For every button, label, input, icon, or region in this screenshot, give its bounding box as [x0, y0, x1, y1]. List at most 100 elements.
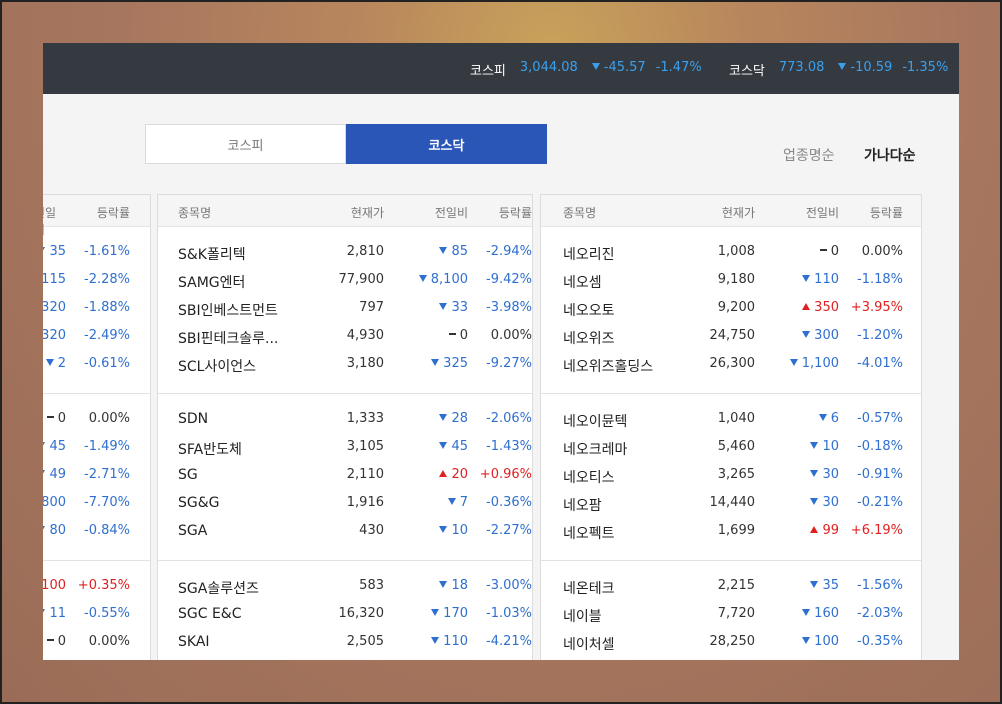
change-cell: 6: [818, 411, 839, 426]
table-row[interactable]: SFA반도체 3,105 45 -1.43%: [158, 433, 532, 461]
table-row[interactable]: SAMG엔터 77,900 8,100 -9.42%: [158, 266, 532, 294]
table-row[interactable]: 2 -0.61%: [43, 350, 150, 378]
stock-rate: 0.00%: [88, 411, 130, 426]
table-row[interactable]: 1,800 -7.70%: [43, 489, 150, 517]
table-row[interactable]: 45 -1.49%: [43, 433, 150, 461]
change-cell: 170: [431, 606, 468, 621]
table-row[interactable]: 100 +0.35%: [43, 572, 150, 600]
table-row[interactable]: SBI핀테크솔루... 4,930 0 0.00%: [158, 322, 532, 350]
table-row[interactable]: 네온테크 2,215 35 -1.56%: [541, 572, 921, 600]
stock-price: 7,720: [717, 606, 755, 621]
table-row[interactable]: 네오셈 9,180 110 -1.18%: [541, 266, 921, 294]
down-arrow-icon: [43, 470, 46, 477]
table-row[interactable]: 0 0.00%: [43, 628, 150, 656]
table-row[interactable]: 320 -2.49%: [43, 322, 150, 350]
stock-name[interactable]: S&K폴리텍: [178, 247, 246, 263]
index-change-value: -10.59: [850, 60, 893, 75]
stock-name[interactable]: SGA솔루션즈: [178, 581, 259, 597]
stock-name[interactable]: SGC E&C: [178, 606, 242, 622]
change-value: 30: [822, 495, 839, 510]
change-cell: 28: [439, 411, 468, 426]
stock-rate: -7.70%: [84, 495, 130, 510]
stock-name[interactable]: 네오펙트: [563, 526, 615, 542]
table-row[interactable]: 네오리진 1,008 0 0.00%: [541, 238, 921, 266]
table-row[interactable]: 11 -0.55%: [43, 600, 150, 628]
stock-name[interactable]: 네온테크: [563, 581, 615, 597]
stock-rate: -1.43%: [486, 439, 532, 454]
table-row[interactable]: SG&G 1,916 7 -0.36%: [158, 489, 532, 517]
table-row[interactable]: 네이블 7,720 160 -2.03%: [541, 600, 921, 628]
table-row[interactable]: 네오이뮨텍 1,040 6 -0.57%: [541, 405, 921, 433]
table-row[interactable]: 320 -1.88%: [43, 294, 150, 322]
table-row[interactable]: 80 -0.84%: [43, 517, 150, 545]
table-row[interactable]: 115 -2.28%: [43, 266, 150, 294]
table-row[interactable]: SKAI 2,505 110 -4.21%: [158, 628, 532, 656]
change-value: 35: [49, 244, 66, 259]
stock-name[interactable]: SAMG엔터: [178, 275, 246, 291]
table-row[interactable]: SBI인베스트먼트 797 33 -3.98%: [158, 294, 532, 322]
tab-kospi[interactable]: 코스피: [145, 124, 346, 164]
table-row[interactable]: SGC E&C 16,320 170 -1.03%: [158, 600, 532, 628]
tab-kosdaq[interactable]: 코스닥: [346, 124, 547, 164]
table-row[interactable]: 네오티스 3,265 30 -0.91%: [541, 461, 921, 489]
stock-name[interactable]: SGA: [178, 523, 208, 539]
table-row[interactable]: 네오펙트 1,699 99 +6.19%: [541, 517, 921, 545]
table-row[interactable]: SDN 1,333 28 -2.06%: [158, 405, 532, 433]
down-arrow-icon: [431, 359, 440, 366]
change-cell: 99: [810, 523, 839, 538]
stock-name[interactable]: 네오이뮨텍: [563, 414, 628, 430]
stock-name[interactable]: SG: [178, 467, 198, 483]
table-row[interactable]: 네오위즈 24,750 300 -1.20%: [541, 322, 921, 350]
stock-name[interactable]: SBI핀테크솔루...: [178, 331, 279, 347]
table-row[interactable]: SGA 430 10 -2.27%: [158, 517, 532, 545]
stock-name[interactable]: SDN: [178, 411, 209, 427]
stock-name[interactable]: SBI인베스트먼트: [178, 303, 278, 319]
stock-name[interactable]: 네오티스: [563, 470, 615, 486]
stock-name[interactable]: SFA반도체: [178, 442, 242, 458]
table-row[interactable]: 35 -1.61%: [43, 238, 150, 266]
stock-rate: -3.98%: [486, 300, 532, 315]
table-row[interactable]: S&K폴리텍 2,810 85 -2.94%: [158, 238, 532, 266]
stock-name[interactable]: 네오오토: [563, 303, 615, 319]
table-row[interactable]: 0 0.00%: [43, 405, 150, 433]
kospi-index[interactable]: 코스피 3,044.08 -45.57 -1.47%: [470, 60, 702, 79]
stock-name[interactable]: 네오팜: [563, 498, 602, 514]
stock-rate: -2.03%: [857, 606, 903, 621]
stock-name[interactable]: 네오크레마: [563, 442, 628, 458]
stock-name[interactable]: 네오위즈홀딩스: [563, 359, 654, 375]
change-cell: 30: [810, 467, 839, 482]
sort-by-alpha[interactable]: 가나다순: [864, 148, 916, 164]
down-arrow-icon: [810, 498, 819, 505]
stock-name[interactable]: 네이블: [563, 609, 602, 625]
stock-name[interactable]: 네오셈: [563, 275, 602, 291]
down-arrow-icon: [439, 526, 448, 533]
table-row[interactable]: SGA솔루션즈 583 18 -3.00%: [158, 572, 532, 600]
table-row[interactable]: SG 2,110 20 +0.96%: [158, 461, 532, 489]
stock-name[interactable]: SCL사이언스: [178, 359, 256, 375]
kosdaq-index[interactable]: 코스닥 773.08 -10.59 -1.35%: [729, 60, 948, 79]
stock-price: 3,105: [346, 439, 384, 454]
table-row[interactable]: 네오팜 14,440 30 -0.21%: [541, 489, 921, 517]
flat-dash-icon: [448, 333, 456, 335]
table-row[interactable]: 네오위즈홀딩스 26,300 1,100 -4.01%: [541, 350, 921, 378]
table-row[interactable]: 네오오토 9,200 350 +3.95%: [541, 294, 921, 322]
stock-rate: -1.18%: [857, 272, 903, 287]
table-row[interactable]: 네오크레마 5,460 10 -0.18%: [541, 433, 921, 461]
table-row[interactable]: SCL사이언스 3,180 325 -9.27%: [158, 350, 532, 378]
row-group: 100 +0.35% 11 -0.55% 0 0.00%: [43, 561, 150, 660]
stock-price: 583: [359, 578, 384, 593]
stock-name[interactable]: SKAI: [178, 634, 210, 650]
stock-name[interactable]: SG&G: [178, 495, 220, 511]
stock-name[interactable]: 네오리진: [563, 247, 615, 263]
stock-name[interactable]: 네오위즈: [563, 331, 615, 347]
change-value: 30: [822, 467, 839, 482]
stock-rate: -2.94%: [486, 244, 532, 259]
row-group: S&K폴리텍 2,810 85 -2.94% SAMG엔터 77,900 8,100 -9.4…: [158, 227, 532, 394]
table-row[interactable]: 49 -2.71%: [43, 461, 150, 489]
header-change: 전일비: [805, 206, 839, 220]
stock-name[interactable]: 네이처셀: [563, 637, 615, 653]
header-price: 현재가: [350, 206, 384, 220]
header-change: 전일비: [43, 206, 57, 237]
table-row[interactable]: 네이처셀 28,250 100 -0.35%: [541, 628, 921, 656]
sort-by-industry[interactable]: 업종명순: [783, 148, 835, 164]
